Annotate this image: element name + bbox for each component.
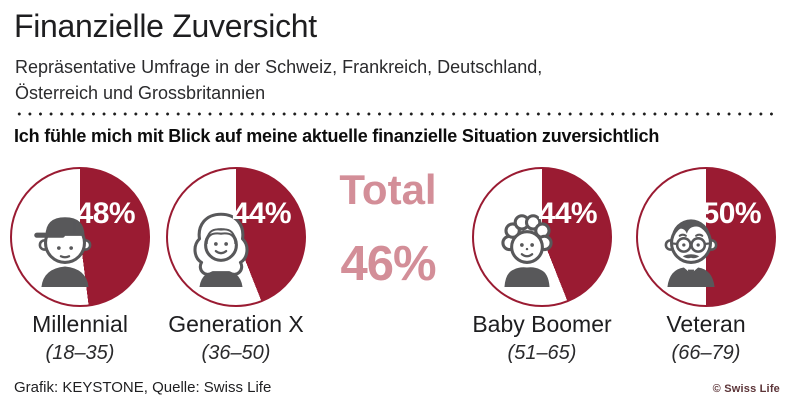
group-label-millennial: Millennial (18–35) xyxy=(0,310,175,366)
group-age-range: (66–79) xyxy=(671,342,741,364)
total-label: Total xyxy=(339,166,437,213)
swiss-life-logo: © Swiss Life xyxy=(712,383,780,395)
group-name: Veteran xyxy=(666,311,746,337)
group-age-range: (51–65) xyxy=(507,342,577,364)
pie-millennial: 48% xyxy=(10,167,150,307)
group-label-veteran: Veteran (66–79) xyxy=(611,310,789,366)
group-age-range: (36–50) xyxy=(201,342,271,364)
dotted-divider xyxy=(14,112,775,116)
page-title: Finanzielle Zuversicht xyxy=(14,8,317,44)
pie-percent-label: 44% xyxy=(232,196,292,230)
pie-percent-label: 50% xyxy=(702,196,762,230)
older-man-glasses-icon xyxy=(654,205,728,287)
pie-baby-boomer: 44% xyxy=(472,167,612,307)
total-value: 46% xyxy=(340,237,436,291)
group-name: Millennial xyxy=(32,311,128,337)
group-age-range: (18–35) xyxy=(45,342,115,364)
group-name: Generation X xyxy=(168,311,304,337)
group-name: Baby Boomer xyxy=(472,311,612,337)
group-label-generation-x: Generation X (36–50) xyxy=(141,310,331,366)
total-block: Total 46% xyxy=(298,168,478,289)
page-subtitle: Repräsentative Umfrage in der Schweiz, F… xyxy=(15,57,543,103)
pie-percent-label: 48% xyxy=(76,196,136,230)
survey-statement: Ich fühle mich mit Blick auf meine aktue… xyxy=(14,126,660,146)
group-label-baby-boomer: Baby Boomer (51–65) xyxy=(447,310,637,366)
older-woman-curly-hair-icon xyxy=(490,205,564,287)
young-man-cap-icon xyxy=(28,205,102,287)
pie-generation-x: 44% xyxy=(166,167,306,307)
woman-long-hair-icon xyxy=(184,205,258,287)
pie-percent-label: 44% xyxy=(538,196,598,230)
pie-veteran: 50% xyxy=(636,167,776,307)
credit-line: Grafik: KEYSTONE, Quelle: Swiss Life xyxy=(14,379,272,396)
